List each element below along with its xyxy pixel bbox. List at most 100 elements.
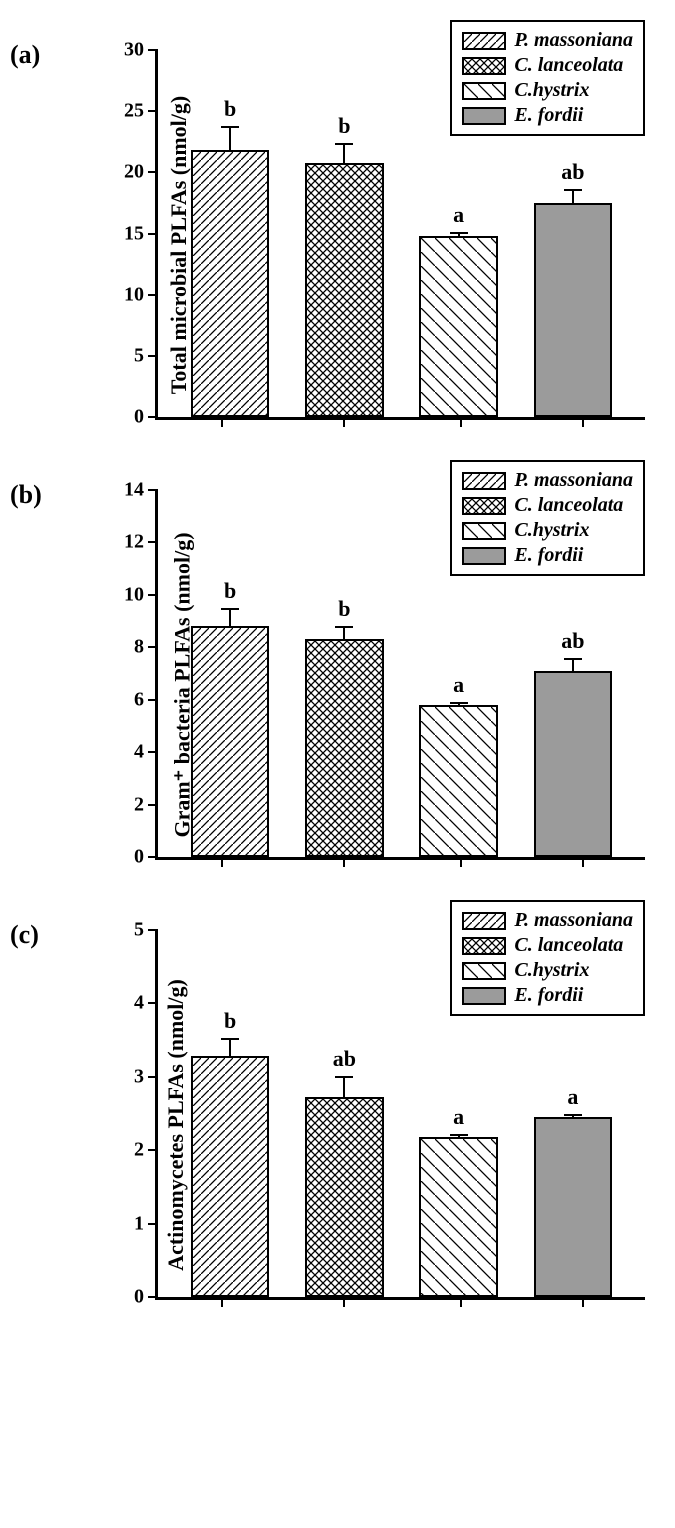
legend-label: C.hystrix	[514, 519, 589, 542]
bar: b	[305, 163, 383, 417]
x-tick	[582, 857, 584, 867]
y-tick-label: 0	[134, 1286, 158, 1309]
panel-label: (a)	[10, 40, 40, 70]
chart-panel: (c)Actinomycetes PLFAs (nmol/g)P. masson…	[10, 920, 665, 1330]
legend: P. massonianaC. lanceolataC.hystrixE. fo…	[450, 900, 645, 1016]
y-tick-label: 10	[124, 283, 158, 306]
chart-area: Total microbial PLFAs (nmol/g)P. massoni…	[105, 40, 655, 450]
y-tick-label: 8	[134, 636, 158, 659]
legend-item: C.hystrix	[462, 518, 633, 543]
significance-label: b	[338, 113, 350, 139]
legend-label: E. fordii	[514, 984, 583, 1007]
legend-swatch	[462, 547, 506, 565]
bar: ab	[305, 1097, 383, 1297]
error-bar	[229, 608, 231, 629]
legend-item: E. fordii	[462, 543, 633, 568]
y-tick-label: 3	[134, 1065, 158, 1088]
error-bar	[229, 126, 231, 153]
error-bar	[572, 658, 574, 673]
legend-label: C. lanceolata	[514, 494, 623, 517]
legend-swatch	[462, 107, 506, 125]
x-tick	[343, 857, 345, 867]
legend-label: C. lanceolata	[514, 54, 623, 77]
bar: a	[419, 705, 497, 857]
significance-label: a	[453, 202, 464, 228]
legend-swatch	[462, 987, 506, 1005]
legend-swatch	[462, 522, 506, 540]
legend-label: E. fordii	[514, 544, 583, 567]
y-tick-label: 10	[124, 583, 158, 606]
legend-label: E. fordii	[514, 104, 583, 127]
x-tick	[582, 417, 584, 427]
bar: b	[305, 639, 383, 857]
legend-label: P. massoniana	[514, 909, 633, 932]
y-tick-label: 5	[134, 919, 158, 942]
y-tick-label: 6	[134, 688, 158, 711]
error-bar	[343, 143, 345, 165]
y-tick-label: 4	[134, 992, 158, 1015]
legend-item: P. massoniana	[462, 28, 633, 53]
bar-slot: b	[294, 490, 395, 857]
bar: ab	[534, 671, 612, 857]
legend: P. massonianaC. lanceolataC.hystrixE. fo…	[450, 20, 645, 136]
bar: ab	[534, 203, 612, 417]
chart-area: Gram⁺ bacteria PLFAs (nmol/g)P. massonia…	[105, 480, 655, 890]
bar-slot: b	[294, 50, 395, 417]
legend-item: C. lanceolata	[462, 493, 633, 518]
legend: P. massonianaC. lanceolataC.hystrixE. fo…	[450, 460, 645, 576]
bar: a	[419, 236, 497, 417]
y-tick-label: 20	[124, 161, 158, 184]
error-bar	[572, 189, 574, 205]
bar: a	[534, 1117, 612, 1297]
y-tick-label: 5	[134, 344, 158, 367]
x-tick	[221, 1297, 223, 1307]
legend-swatch	[462, 57, 506, 75]
legend-label: C.hystrix	[514, 79, 589, 102]
legend-swatch	[462, 497, 506, 515]
chart-panel: (b) Gram⁺ bacteria PLFAs (nmol/g)P. masso…	[10, 480, 665, 890]
x-tick	[582, 1297, 584, 1307]
y-tick-label: 14	[124, 479, 158, 502]
x-tick	[460, 1297, 462, 1307]
significance-label: a	[567, 1084, 578, 1110]
legend-item: P. massoniana	[462, 908, 633, 933]
error-bar	[572, 1114, 574, 1119]
panel-label: (b)	[10, 480, 42, 510]
y-tick-label: 0	[134, 406, 158, 429]
legend-item: C.hystrix	[462, 78, 633, 103]
legend-swatch	[462, 937, 506, 955]
significance-label: ab	[561, 159, 584, 185]
error-bar	[229, 1038, 231, 1058]
bar-slot: b	[180, 490, 281, 857]
significance-label: ab	[333, 1046, 356, 1072]
y-tick-label: 12	[124, 531, 158, 554]
legend-label: P. massoniana	[514, 469, 633, 492]
error-bar	[458, 702, 460, 707]
significance-label: a	[453, 672, 464, 698]
legend-swatch	[462, 912, 506, 930]
x-tick	[221, 857, 223, 867]
significance-label: b	[224, 1008, 236, 1034]
x-tick	[221, 417, 223, 427]
legend-item: P. massoniana	[462, 468, 633, 493]
y-tick-label: 4	[134, 741, 158, 764]
error-bar	[458, 1134, 460, 1139]
bar: b	[191, 1056, 269, 1297]
legend-swatch	[462, 32, 506, 50]
legend-label: C.hystrix	[514, 959, 589, 982]
y-tick-label: 1	[134, 1212, 158, 1235]
bar: b	[191, 150, 269, 417]
y-tick-label: 2	[134, 1139, 158, 1162]
legend-label: P. massoniana	[514, 29, 633, 52]
significance-label: b	[224, 96, 236, 122]
significance-label: b	[224, 578, 236, 604]
bar-slot: b	[180, 930, 281, 1297]
x-tick	[343, 417, 345, 427]
y-tick-label: 15	[124, 222, 158, 245]
legend-label: C. lanceolata	[514, 934, 623, 957]
chart-panel: (a) Total microbial PLFAs (nmol/g)P. mass…	[10, 40, 665, 450]
error-bar	[343, 1076, 345, 1099]
legend-swatch	[462, 82, 506, 100]
significance-label: a	[453, 1104, 464, 1130]
y-tick-label: 25	[124, 100, 158, 123]
